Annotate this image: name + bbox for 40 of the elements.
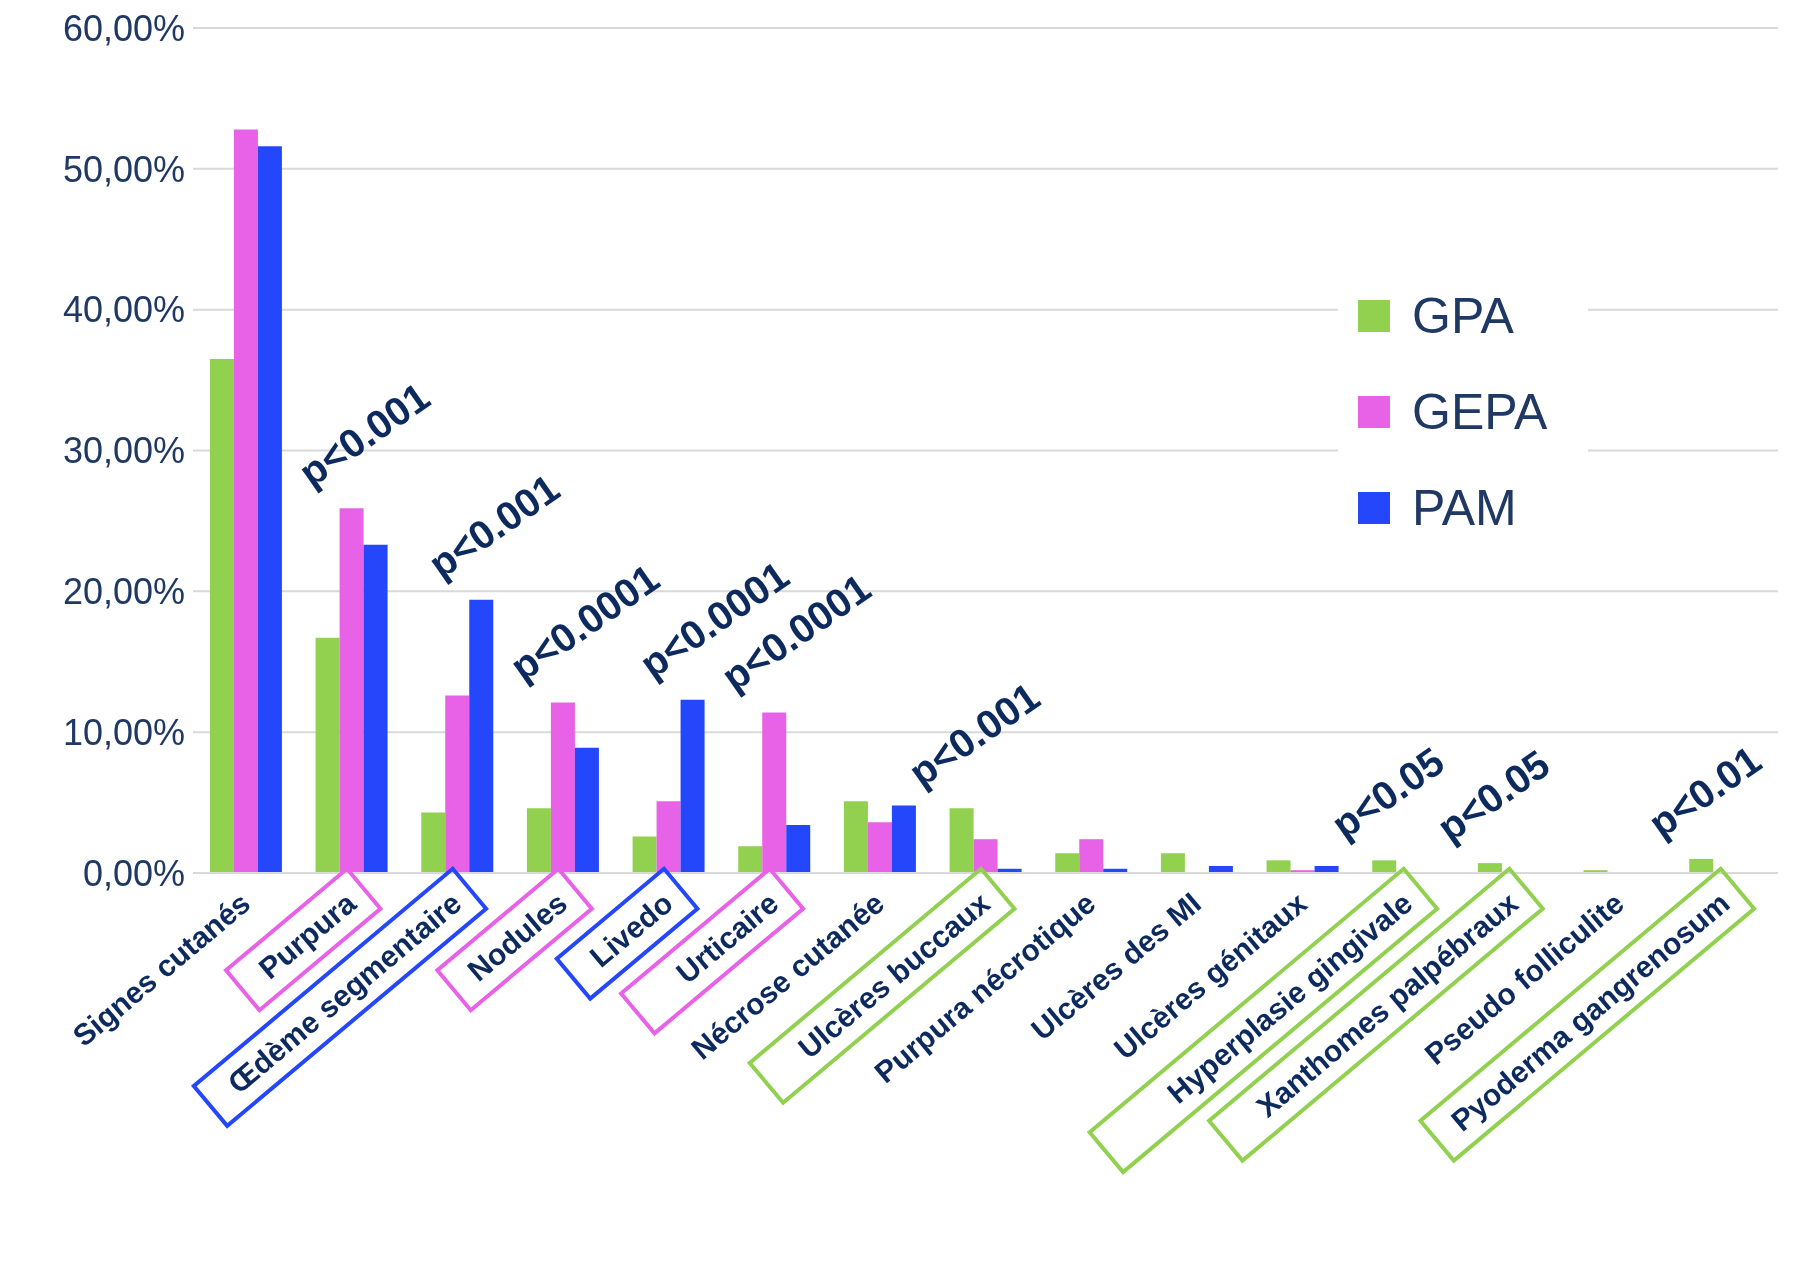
bar [738,846,763,873]
legend-label: GEPA [1411,383,1549,442]
bar [973,839,998,873]
bar [257,146,282,873]
y-tick-label: 20,00% [62,571,185,613]
bar [1266,860,1291,873]
bar [339,508,364,873]
bar [843,801,868,873]
bar [421,812,446,873]
bar [949,808,974,873]
bar [656,801,681,873]
bar [867,822,892,873]
y-tick-label: 40,00% [62,289,185,331]
bar [233,129,258,873]
bar [574,747,599,873]
y-tick-label: 50,00% [62,148,185,190]
bar [1477,863,1502,873]
bar [1079,839,1104,873]
bar [315,637,340,873]
bar [363,544,388,873]
bar [762,712,787,873]
legend-label: GPA [1411,287,1515,346]
bar [469,599,494,873]
bar [526,808,551,873]
y-tick-label: 0,00% [82,852,185,894]
bar [1055,853,1080,873]
bar [550,702,575,873]
bar [1372,860,1397,873]
bar [1160,853,1185,873]
bar [891,805,916,873]
y-tick-label: 10,00% [62,711,185,753]
y-tick-label: 30,00% [62,430,185,472]
bar [209,358,234,873]
bar [1689,858,1714,873]
bar [786,825,811,873]
y-tick-label: 60,00% [62,7,185,49]
bar [632,836,657,873]
bar [445,695,470,873]
bar [680,699,705,873]
legend-label: PAM [1411,479,1518,538]
